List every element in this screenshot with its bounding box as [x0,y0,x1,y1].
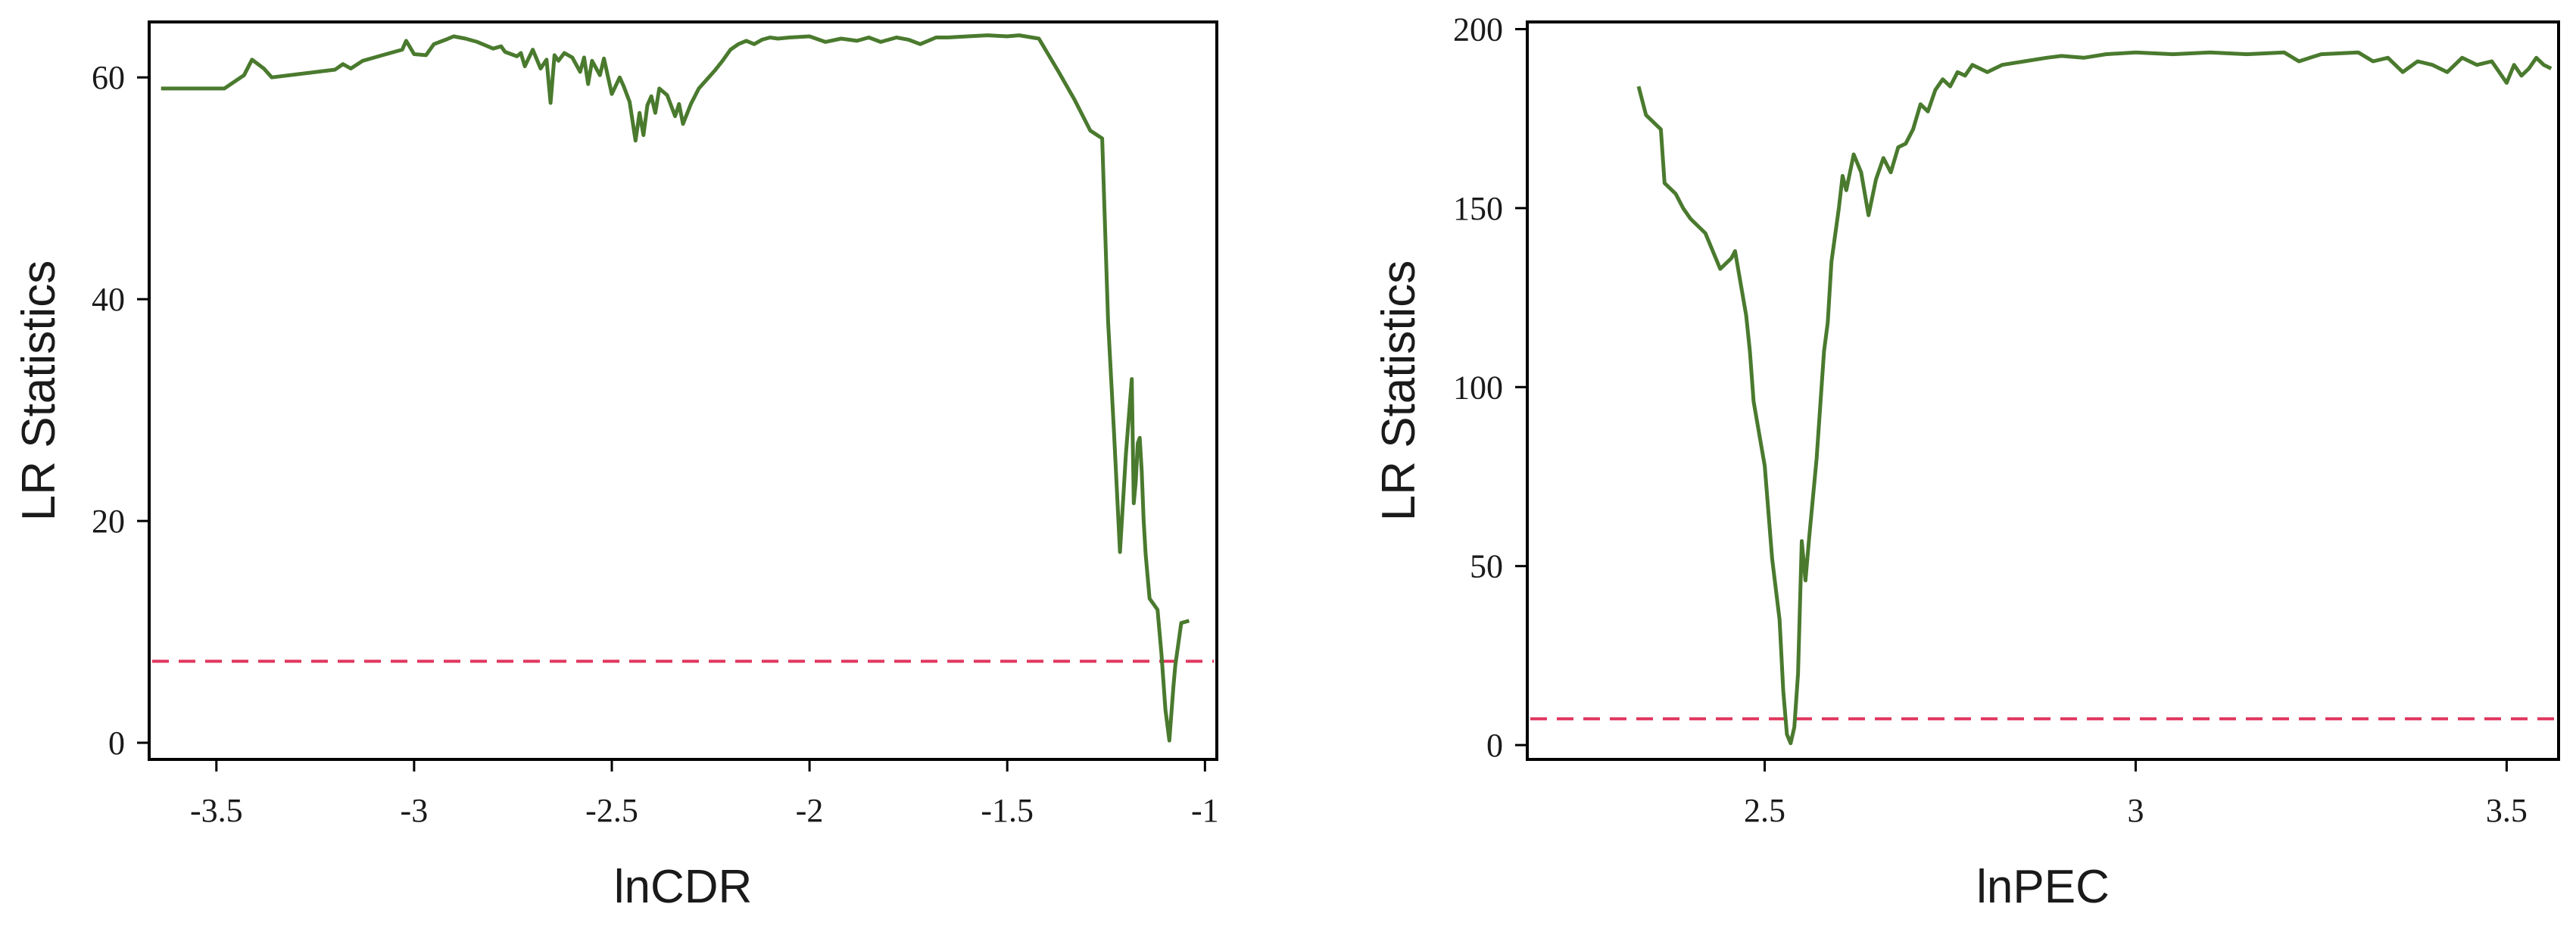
y-tick-label: 20 [92,503,125,540]
x-tick-label: -2.5 [585,792,638,829]
x-tick-label: -1 [1191,792,1219,829]
x-tick-label: 2.5 [1744,792,1785,829]
x-tick-label: -3.5 [190,792,243,829]
x-tick-label: -3 [401,792,429,829]
y-tick-label: 50 [1470,548,1503,585]
y-tick-label: 0 [108,725,125,762]
lr-series-line [1636,50,2553,746]
y-tick-label: 0 [1486,727,1503,764]
y-tick-label: 200 [1453,11,1503,48]
x-ticks: -3.5 -3 -2.5 -2 -1.5 -1 [190,759,1219,829]
y-tick-label: 40 [92,281,125,318]
y-ticks: 0 20 40 60 [92,59,149,762]
chart-lnpec: 0 50 100 150 200 2.5 3 3.5 lnPEC LR Statistics [1373,11,2560,913]
y-axis-title: LR Statistics [1373,260,1425,522]
chart-lncdr: 0 20 40 60 -3.5 -3 -2.5 -2 -1.5 -1 lnCDR LR Stat… [13,20,1219,913]
plot-frame [148,20,1218,761]
x-tick-label: 3 [2127,792,2144,829]
x-axis-title: lnCDR [614,861,753,913]
y-ticks: 0 50 100 150 200 [1453,11,1527,764]
x-tick-label: -1.5 [981,792,1034,829]
x-tick-label: 3.5 [2486,792,2528,829]
lr-series-line [161,33,1190,743]
y-axis-title: LR Statistics [13,260,65,522]
x-ticks: 2.5 3 3.5 [1744,759,2528,829]
plot-frame [1526,20,2560,761]
y-tick-label: 100 [1453,369,1503,406]
y-tick-label: 60 [92,59,125,96]
x-tick-label: -2 [796,792,824,829]
y-tick-label: 150 [1453,190,1503,227]
x-axis-title: lnPEC [1976,861,2110,913]
